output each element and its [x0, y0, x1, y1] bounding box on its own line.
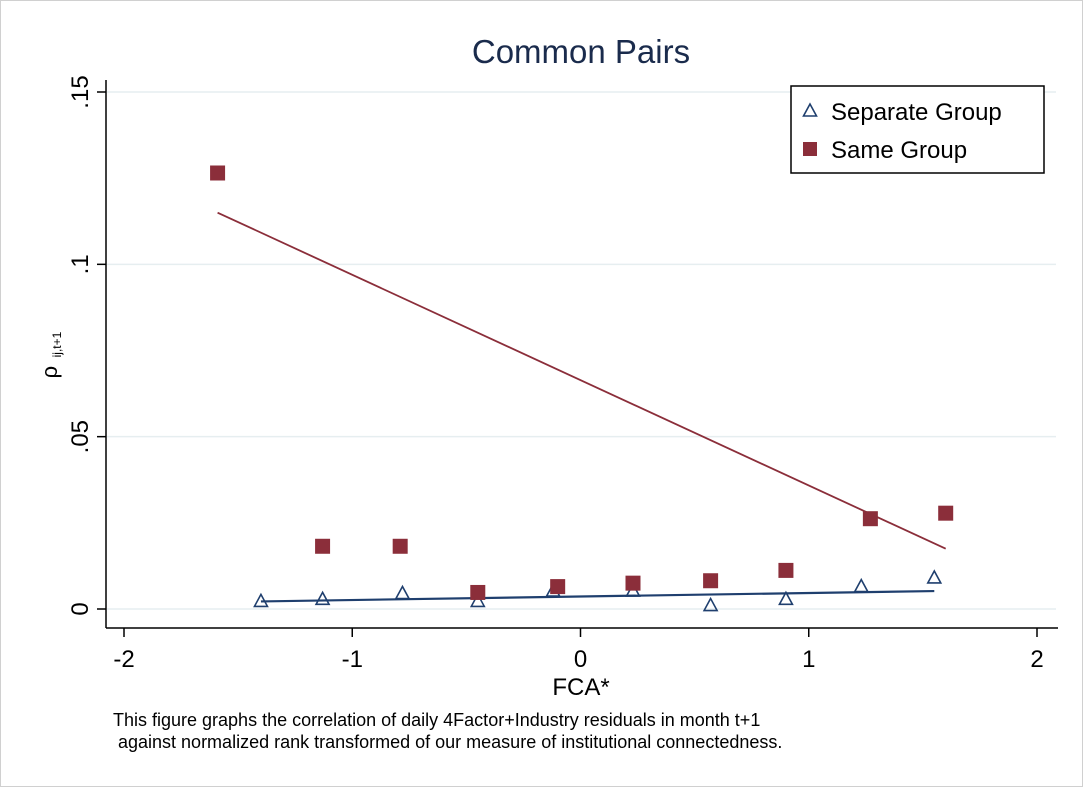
- point-separate-group: [778, 590, 794, 606]
- point-separate-group: [469, 592, 486, 608]
- y-axis-label: ρ ij,t+1: [37, 331, 64, 378]
- chart: Common Pairs 0 .05 .1 .15 -2 -1 0 1 2 FCA* ρ ij…: [37, 33, 1058, 700]
- point-same-group: [703, 573, 719, 589]
- point-same-group: [550, 579, 566, 595]
- fit-lines: [217, 211, 947, 603]
- fit-line-separate-group: [260, 589, 935, 603]
- point-separate-group: [253, 592, 269, 608]
- legend-triangle-icon: [802, 102, 818, 117]
- x-axis-label: FCA*: [552, 674, 609, 700]
- point-separate-group: [394, 584, 411, 600]
- y-tick-label: .1: [67, 254, 94, 274]
- caption-line-2: against normalized rank transformed of o…: [113, 732, 783, 752]
- data-markers: [210, 165, 954, 612]
- y-axis-label-symbol: ρ: [37, 366, 62, 379]
- y-tick-label: .05: [67, 420, 94, 453]
- x-tick-label: 1: [802, 646, 815, 673]
- point-same-group: [315, 538, 331, 554]
- x-ticks: -2 -1 0 1 2: [113, 628, 1044, 673]
- caption-line-1: This figure graphs the correlation of da…: [113, 710, 761, 730]
- x-tick-label: -2: [113, 646, 134, 673]
- y-tick-label: 0: [67, 602, 94, 615]
- legend-label-separate-group: Separate Group: [831, 99, 1002, 126]
- x-tick-label: -1: [342, 646, 363, 673]
- legend: Separate Group Same Group: [790, 85, 1045, 174]
- point-separate-group: [926, 569, 943, 584]
- grid-lines: [107, 91, 1056, 610]
- point-separate-group: [853, 577, 870, 593]
- fit-line-same-group: [217, 211, 947, 550]
- y-axis-label-subscript: ij,t+1: [50, 331, 64, 357]
- y-tick-label: .15: [67, 75, 94, 108]
- point-same-group: [778, 562, 794, 578]
- point-same-group: [625, 575, 641, 591]
- point-separate-group: [314, 590, 331, 606]
- legend-label-same-group: Same Group: [831, 137, 967, 164]
- point-separate-group: [702, 596, 719, 612]
- point-same-group: [392, 538, 408, 554]
- point-same-group: [210, 165, 226, 181]
- chart-title: Common Pairs: [472, 33, 690, 70]
- y-ticks: 0 .05 .1 .15: [67, 75, 106, 616]
- legend-box: [790, 85, 1045, 174]
- point-same-group: [470, 584, 486, 600]
- legend-square-icon: [803, 142, 817, 156]
- x-tick-label: 2: [1030, 646, 1043, 673]
- point-same-group: [862, 511, 878, 527]
- x-tick-label: 0: [574, 646, 587, 673]
- point-same-group: [938, 505, 954, 521]
